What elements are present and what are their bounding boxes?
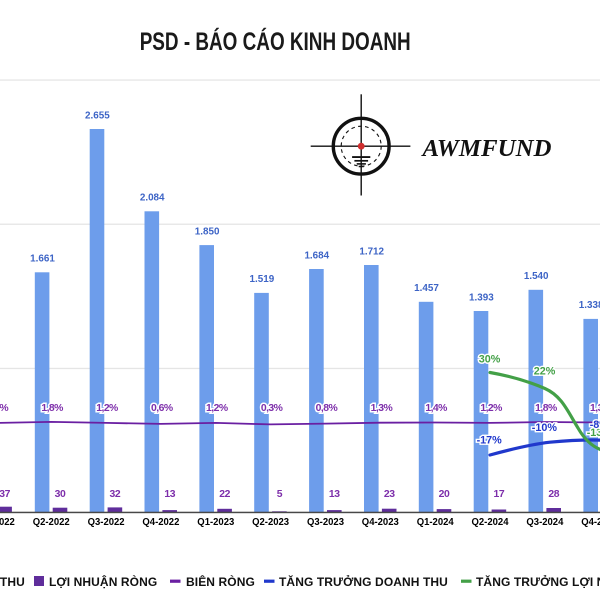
svg-text:1,8%: 1,8% xyxy=(535,403,557,414)
svg-text:Q4-2023: Q4-2023 xyxy=(362,517,399,528)
svg-text:Q3-2022: Q3-2022 xyxy=(88,517,125,528)
svg-text:1.540: 1.540 xyxy=(524,270,549,282)
svg-text:1,3%: 1,3% xyxy=(590,403,600,414)
svg-text:23: 23 xyxy=(384,489,395,500)
svg-text:1.661: 1.661 xyxy=(30,253,55,265)
svg-text:1.684: 1.684 xyxy=(304,249,329,261)
svg-text:1.850: 1.850 xyxy=(195,225,220,237)
svg-text:1.457: 1.457 xyxy=(414,282,439,294)
svg-text:22: 22 xyxy=(219,489,230,500)
svg-text:0,6%: 0,6% xyxy=(151,403,173,414)
svg-text:13: 13 xyxy=(329,489,340,500)
svg-text:1,2%: 1,2% xyxy=(206,403,228,414)
svg-text:1,7%: 1,7% xyxy=(0,403,8,414)
svg-text:Q3-2023: Q3-2023 xyxy=(307,517,344,528)
svg-text:-8%: -8% xyxy=(590,419,600,431)
svg-text:-17%: -17% xyxy=(477,434,503,446)
svg-text:TĂNG TRƯỞNG LỢI NHUẬN: TĂNG TRƯỞNG LỢI NHUẬN xyxy=(476,574,600,589)
svg-text:-10%: -10% xyxy=(532,422,558,434)
svg-text:30%: 30% xyxy=(479,354,501,366)
svg-text:1,2%: 1,2% xyxy=(480,403,502,414)
svg-text:Q3-2024: Q3-2024 xyxy=(526,517,563,528)
svg-text:Q4-2024: Q4-2024 xyxy=(581,517,600,528)
svg-text:1,2%: 1,2% xyxy=(96,403,118,414)
svg-text:-13%: -13% xyxy=(587,427,600,439)
svg-text:1.519: 1.519 xyxy=(250,273,275,285)
svg-text:1.338: 1.338 xyxy=(579,299,600,311)
svg-text:1,4%: 1,4% xyxy=(425,403,447,414)
svg-text:BIÊN RÒNG: BIÊN RÒNG xyxy=(186,574,255,589)
svg-text:Q4-2022: Q4-2022 xyxy=(142,517,179,528)
svg-text:Q2-2022: Q2-2022 xyxy=(33,517,70,528)
svg-text:1.712: 1.712 xyxy=(359,245,384,257)
svg-text:1,3%: 1,3% xyxy=(371,403,393,414)
svg-text:PSD - BÁO CÁO KINH DOANH: PSD - BÁO CÁO KINH DOANH xyxy=(140,27,411,56)
svg-text:AWMFUND: AWMFUND xyxy=(420,136,551,162)
svg-text:13: 13 xyxy=(164,489,175,500)
svg-text:Q1-2023: Q1-2023 xyxy=(197,517,234,528)
svg-text:37: 37 xyxy=(0,489,11,500)
svg-text:5: 5 xyxy=(277,489,283,500)
svg-text:LỢI NHUẬN RÒNG: LỢI NHUẬN RÒNG xyxy=(49,574,157,589)
svg-text:1,8%: 1,8% xyxy=(41,403,63,414)
svg-text:DOANH THU: DOANH THU xyxy=(0,575,25,589)
svg-text:32: 32 xyxy=(110,489,121,500)
svg-text:Q1-2024: Q1-2024 xyxy=(417,517,454,528)
svg-text:2.084: 2.084 xyxy=(140,192,165,204)
svg-text:Q2-2024: Q2-2024 xyxy=(472,517,509,528)
svg-text:0,8%: 0,8% xyxy=(316,403,338,414)
svg-text:17: 17 xyxy=(494,489,505,500)
svg-text:TĂNG TRƯỞNG DOANH THU: TĂNG TRƯỞNG DOANH THU xyxy=(279,574,448,589)
svg-text:2.655: 2.655 xyxy=(85,109,110,121)
svg-text:28: 28 xyxy=(548,489,559,500)
svg-text:22%: 22% xyxy=(534,366,556,378)
svg-text:Q1-2022: Q1-2022 xyxy=(0,517,15,528)
svg-text:1.393: 1.393 xyxy=(469,291,494,303)
svg-text:30: 30 xyxy=(55,489,66,500)
svg-text:20: 20 xyxy=(439,489,450,500)
svg-text:0,3%: 0,3% xyxy=(261,403,283,414)
svg-text:Q2-2023: Q2-2023 xyxy=(252,517,289,528)
